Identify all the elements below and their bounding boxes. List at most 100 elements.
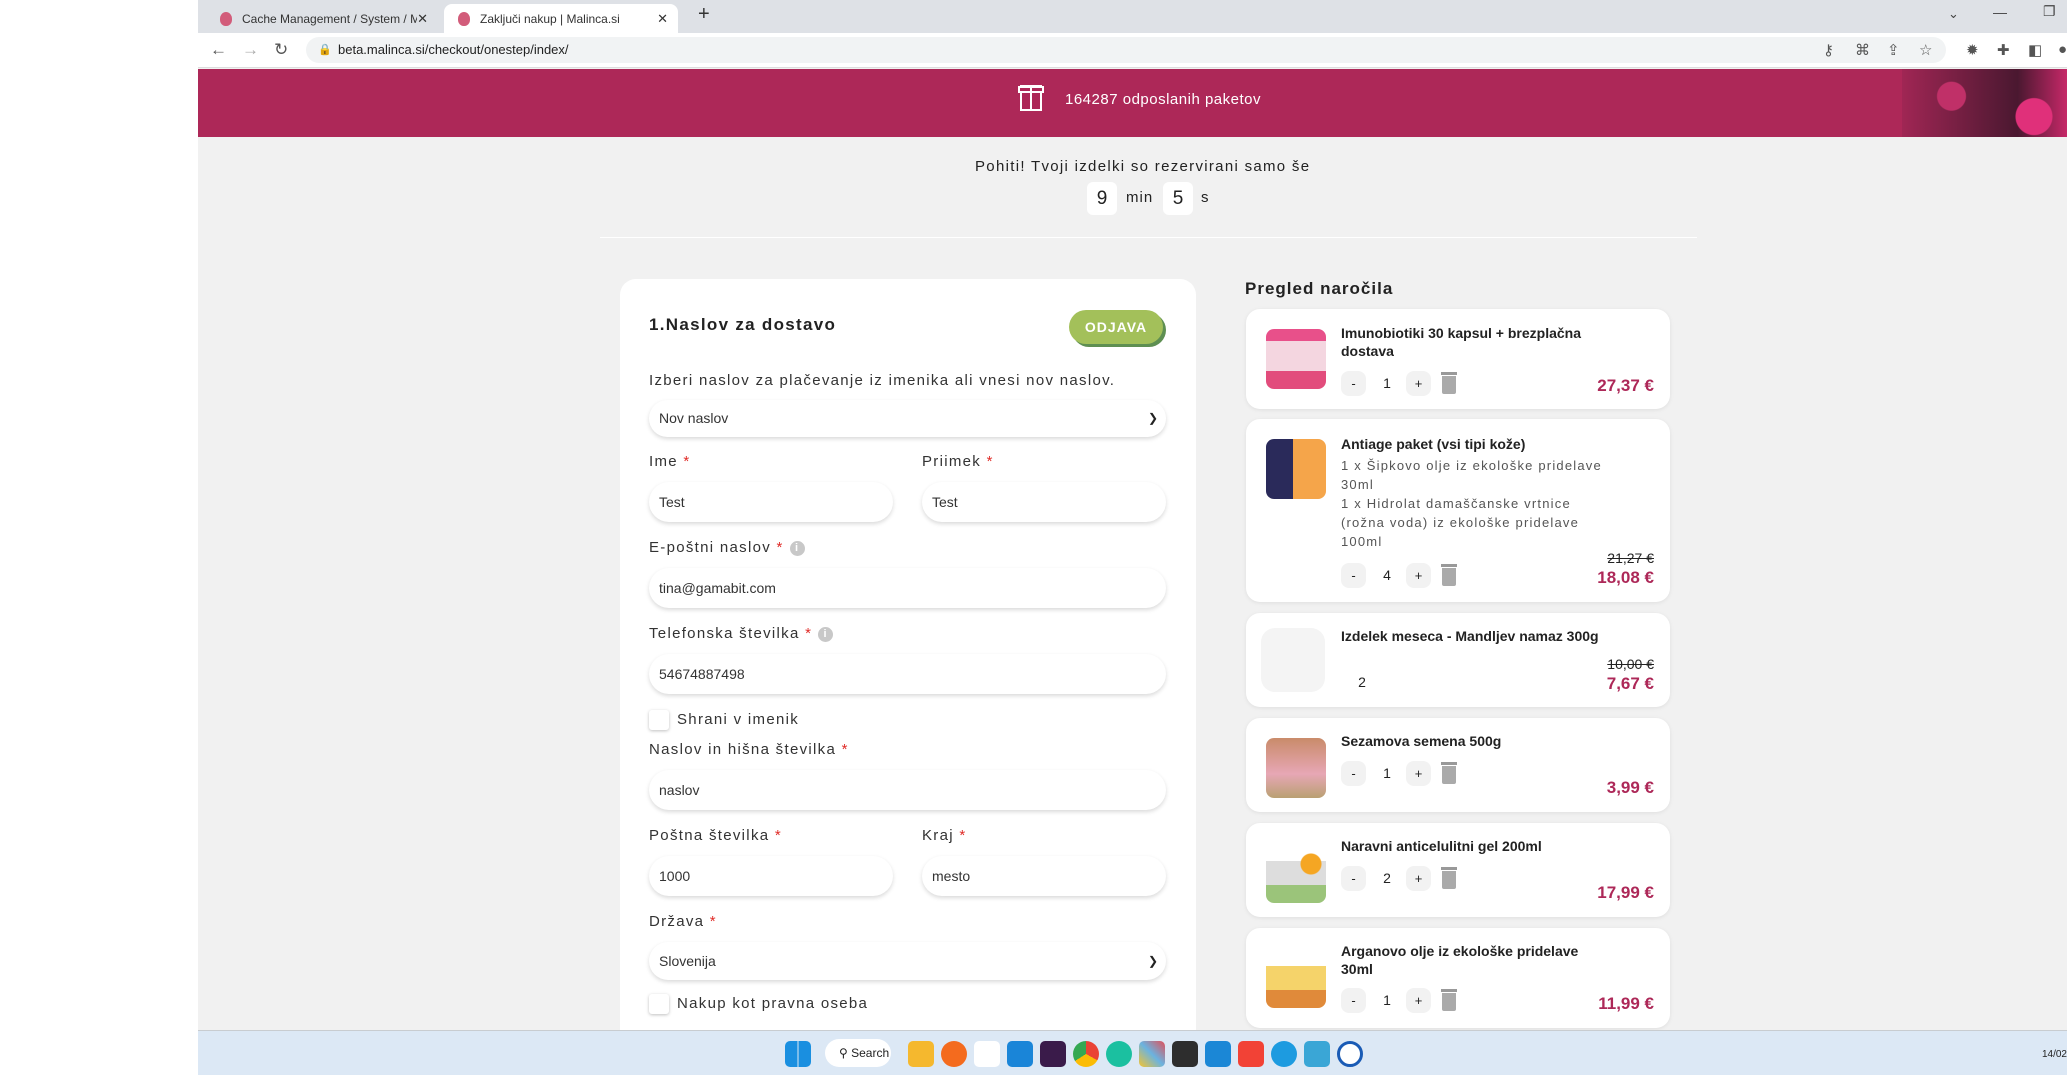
- new-tab-icon[interactable]: +: [698, 3, 710, 25]
- timer-seconds: 5: [1163, 182, 1193, 215]
- tab-bar: Cache Management / System / M ✕ Zaključi…: [198, 0, 2067, 33]
- decrease-qty-button[interactable]: -: [1341, 563, 1366, 588]
- timer-minutes: 9: [1087, 182, 1117, 215]
- decrease-qty-button[interactable]: -: [1341, 761, 1366, 786]
- browser-window: Cache Management / System / M ✕ Zaključi…: [198, 0, 2067, 1079]
- tab-checkout[interactable]: Zaključi nakup | Malinca.si ✕: [444, 4, 678, 33]
- gift-icon: [1018, 85, 1044, 111]
- product-image: [1266, 329, 1326, 389]
- street-input[interactable]: naslov: [649, 770, 1166, 810]
- mail-icon[interactable]: [1007, 1041, 1033, 1067]
- trash-icon[interactable]: [1441, 762, 1457, 784]
- clock-date: 14/02: [2041, 1049, 2067, 1060]
- decrease-qty-button[interactable]: -: [1341, 371, 1366, 396]
- increase-qty-button[interactable]: +: [1406, 761, 1431, 786]
- qty-value: 2: [1358, 674, 1366, 690]
- trash-icon[interactable]: [1441, 867, 1457, 889]
- 1password-icon[interactable]: [1337, 1041, 1363, 1067]
- increase-qty-button[interactable]: +: [1406, 371, 1431, 396]
- forward-icon[interactable]: →: [242, 40, 259, 59]
- file-explorer-icon[interactable]: [908, 1041, 934, 1067]
- share-icon[interactable]: ⇪: [1887, 42, 1900, 59]
- address-bar-row: ← → ↻ 🔒 beta.malinca.si/checkout/onestep…: [198, 33, 2067, 68]
- info-icon[interactable]: i: [789, 540, 805, 556]
- placeholder-image: [1261, 628, 1325, 692]
- translate-icon[interactable]: ⌘: [1855, 42, 1870, 59]
- app-icon[interactable]: [1139, 1041, 1165, 1067]
- save-to-address-book-checkbox[interactable]: [649, 710, 669, 730]
- close-tab-icon[interactable]: ✕: [657, 11, 668, 26]
- search-icon: ⚲: [839, 1046, 852, 1060]
- minimize-icon[interactable]: —: [1993, 4, 2007, 20]
- cart-item: Naravni anticelulitni gel 200ml - 2 + 17…: [1246, 823, 1670, 917]
- increase-qty-button[interactable]: +: [1406, 866, 1431, 891]
- profile-icon[interactable]: ●: [2058, 41, 2067, 58]
- raspberry-decoration: [1902, 69, 2067, 137]
- windows-start-icon[interactable]: [785, 1041, 811, 1067]
- section-title: 1.Naslov za dostavo: [649, 315, 837, 334]
- extension-bug-icon[interactable]: ✹: [1966, 42, 1979, 59]
- info-icon[interactable]: i: [818, 626, 834, 642]
- key-icon[interactable]: ⚷: [1823, 42, 1834, 59]
- city-input[interactable]: mesto: [922, 856, 1166, 896]
- tab-cache-management[interactable]: Cache Management / System / M ✕: [206, 4, 438, 33]
- trash-icon[interactable]: [1441, 372, 1457, 394]
- product-image: [1266, 738, 1326, 798]
- phone-input[interactable]: 54674887498: [649, 654, 1166, 694]
- logout-button[interactable]: ODJAVA: [1069, 310, 1163, 344]
- shipping-address-card: 1.Naslov za dostavo ODJAVA Izberi naslov…: [620, 279, 1196, 1079]
- malinca-favicon: [220, 11, 232, 26]
- taskbar-search[interactable]: ⚲ Search: [825, 1039, 891, 1067]
- address-book-select[interactable]: Nov naslov ❯: [649, 400, 1166, 437]
- product-image: [1266, 843, 1326, 903]
- taskbar: ⚲ Search 14/02: [198, 1030, 2067, 1075]
- qty-value: 1: [1383, 992, 1391, 1008]
- chevron-down-icon: ❯: [1147, 954, 1158, 968]
- extensions-puzzle-icon[interactable]: ✚: [1997, 42, 2010, 59]
- product-image: [1266, 948, 1326, 1008]
- first-name-input[interactable]: Test: [649, 482, 893, 522]
- anydesk-icon[interactable]: [1238, 1041, 1264, 1067]
- cart-item: Arganovo olje iz ekološke pridelave 30ml…: [1246, 928, 1670, 1028]
- pcloud-icon[interactable]: [1106, 1041, 1132, 1067]
- skype-icon[interactable]: [1271, 1041, 1297, 1067]
- legal-entity-checkbox[interactable]: [649, 994, 669, 1014]
- firefox-icon[interactable]: [941, 1041, 967, 1067]
- back-icon[interactable]: ←: [210, 40, 227, 59]
- decrease-qty-button[interactable]: -: [1341, 866, 1366, 891]
- url-field[interactable]: 🔒 beta.malinca.si/checkout/onestep/index…: [306, 37, 1946, 63]
- side-panel-icon[interactable]: ◧: [2028, 42, 2043, 59]
- malinca-favicon: [458, 11, 470, 26]
- virtualbox-icon[interactable]: [1205, 1041, 1231, 1067]
- cart-item: Antiage paket (vsi tipi kože) 1 x Šipkov…: [1246, 419, 1670, 602]
- cart-item: Izdelek meseca - Mandljev namaz 300g 2 1…: [1246, 613, 1670, 707]
- close-tab-icon[interactable]: ✕: [417, 11, 428, 26]
- reload-icon[interactable]: ↻: [274, 40, 289, 59]
- lock-icon: 🔒: [318, 44, 332, 56]
- trash-icon[interactable]: [1441, 989, 1457, 1011]
- product-image: [1266, 439, 1326, 499]
- increase-qty-button[interactable]: +: [1406, 988, 1431, 1013]
- last-name-input[interactable]: Test: [922, 482, 1166, 522]
- notepad-icon[interactable]: [1304, 1041, 1330, 1067]
- qty-value: 1: [1383, 375, 1391, 391]
- qty-value: 1: [1383, 765, 1391, 781]
- trash-icon[interactable]: [1441, 564, 1457, 586]
- tab-search-chevron-icon[interactable]: ⌄: [1948, 6, 1959, 21]
- divider: [600, 237, 1697, 238]
- email-input[interactable]: tina@gamabit.com: [649, 568, 1166, 608]
- decrease-qty-button[interactable]: -: [1341, 988, 1366, 1013]
- qty-value: 2: [1383, 870, 1391, 886]
- phpstorm-icon[interactable]: [1040, 1041, 1066, 1067]
- order-summary-title: Pregled naročila: [1245, 279, 1394, 298]
- zip-input[interactable]: 1000: [649, 856, 893, 896]
- star-icon[interactable]: ☆: [1919, 42, 1933, 59]
- terminal-icon[interactable]: [1172, 1041, 1198, 1067]
- restore-icon[interactable]: ❐: [2043, 3, 2056, 19]
- code-editor-icon[interactable]: [974, 1041, 1000, 1067]
- increase-qty-button[interactable]: +: [1406, 563, 1431, 588]
- country-select[interactable]: Slovenija ❯: [649, 942, 1166, 980]
- qty-value: 4: [1383, 567, 1391, 583]
- cart-item: Imunobiotiki 30 kapsul + brezplačna dost…: [1246, 309, 1670, 409]
- chrome-icon[interactable]: [1073, 1041, 1099, 1067]
